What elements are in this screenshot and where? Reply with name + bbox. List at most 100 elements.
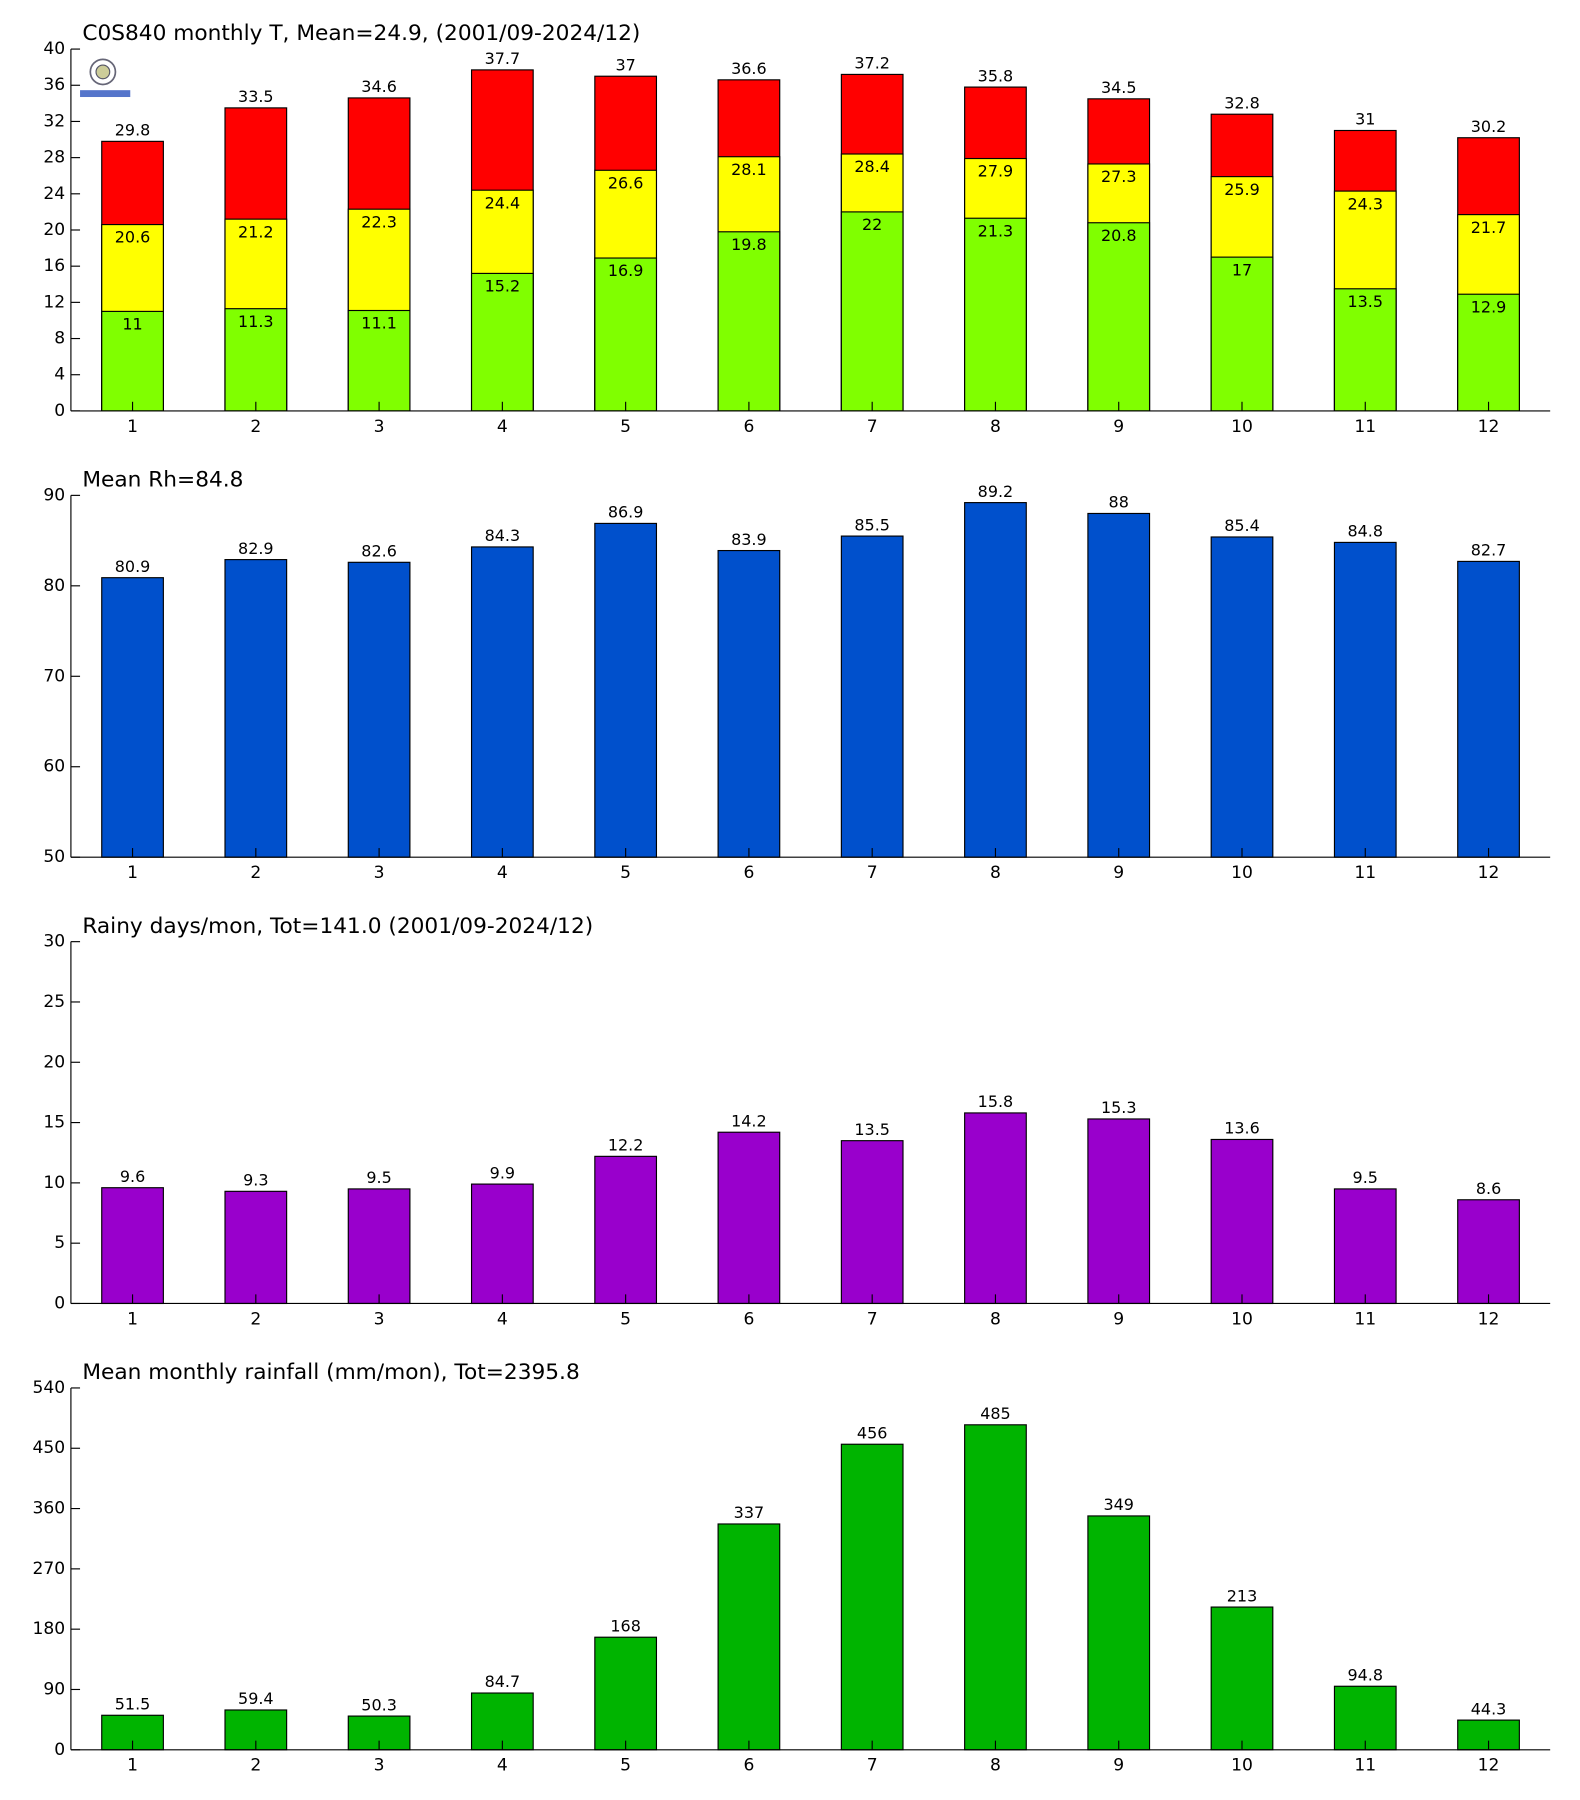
value-label: 13.5 xyxy=(1347,292,1383,311)
x-tick-label: 7 xyxy=(867,417,878,437)
bar xyxy=(470,272,534,412)
value-label: 84.3 xyxy=(485,526,521,545)
value-label: 9.6 xyxy=(120,1167,145,1186)
value-label: 80.9 xyxy=(115,557,151,576)
value-label: 59.4 xyxy=(238,1689,274,1708)
y-tick-label: 270 xyxy=(33,1559,66,1579)
bar xyxy=(101,310,164,412)
x-tick-label: 6 xyxy=(743,417,754,437)
y-tick-label: 0 xyxy=(54,401,65,421)
value-label: 26.6 xyxy=(608,173,644,192)
value-label: 51.5 xyxy=(115,1694,151,1713)
value-label: 17 xyxy=(1232,260,1252,279)
bar xyxy=(840,1443,904,1751)
bar xyxy=(1210,256,1274,412)
value-label: 29.8 xyxy=(115,121,151,140)
x-tick-label: 4 xyxy=(497,863,508,883)
value-label: 213 xyxy=(1227,1586,1257,1605)
x-tick-label: 6 xyxy=(743,863,754,883)
value-label: 168 xyxy=(610,1616,640,1635)
x-tick-label: 6 xyxy=(743,1309,754,1329)
value-label: 27.3 xyxy=(1101,167,1137,186)
value-label: 33.5 xyxy=(238,87,274,106)
y-tick-label: 28 xyxy=(43,148,65,168)
x-tick-label: 5 xyxy=(620,417,631,437)
y-tick-label: 70 xyxy=(43,666,65,686)
y-tick-label: 20 xyxy=(43,220,65,240)
x-tick-label: 3 xyxy=(374,863,385,883)
value-label: 32.8 xyxy=(1224,93,1260,112)
value-label: 19.8 xyxy=(731,235,767,254)
value-label: 14.2 xyxy=(731,1111,767,1130)
x-tick-label: 9 xyxy=(1113,1756,1124,1776)
value-label: 82.7 xyxy=(1471,541,1507,560)
x-tick-label: 1 xyxy=(127,417,138,437)
value-label: 37.7 xyxy=(485,49,521,68)
y-tick-label: 0 xyxy=(54,1293,65,1313)
value-label: 28.4 xyxy=(854,157,890,176)
x-tick-label: 11 xyxy=(1354,863,1376,883)
value-label: 11.1 xyxy=(361,314,397,333)
bar xyxy=(717,549,781,858)
x-tick-label: 9 xyxy=(1113,417,1124,437)
value-label: 337 xyxy=(734,1503,764,1522)
value-label: 15.2 xyxy=(485,277,521,296)
x-tick-label: 4 xyxy=(497,417,508,437)
value-label: 34.5 xyxy=(1101,78,1137,97)
bar xyxy=(1333,1188,1397,1305)
bar xyxy=(840,211,904,412)
value-label: 9.9 xyxy=(490,1163,515,1182)
bar xyxy=(594,257,658,412)
value-label: 85.4 xyxy=(1224,516,1260,535)
bar xyxy=(594,1155,658,1305)
bar xyxy=(594,522,658,858)
x-tick-label: 12 xyxy=(1478,1309,1500,1329)
value-label: 37 xyxy=(615,55,635,74)
bar xyxy=(347,309,411,412)
value-label: 84.7 xyxy=(485,1672,521,1691)
bar xyxy=(964,502,1027,858)
x-tick-label: 11 xyxy=(1354,1756,1376,1776)
value-label: 85.5 xyxy=(854,515,890,534)
y-tick-label: 16 xyxy=(43,256,65,276)
value-label: 16.9 xyxy=(608,261,644,280)
y-tick-label: 50 xyxy=(43,847,65,867)
value-label: 21.3 xyxy=(978,221,1014,240)
y-tick-label: 360 xyxy=(33,1499,66,1519)
x-tick-label: 10 xyxy=(1231,417,1253,437)
bar xyxy=(717,1131,781,1305)
bar xyxy=(1457,293,1520,412)
x-tick-label: 8 xyxy=(990,1756,1001,1776)
value-label: 28.1 xyxy=(731,160,767,179)
value-label: 84.8 xyxy=(1347,522,1383,541)
value-label: 44.3 xyxy=(1471,1699,1507,1718)
value-label: 50.3 xyxy=(361,1695,397,1714)
value-label: 34.6 xyxy=(361,77,397,96)
y-tick-label: 450 xyxy=(33,1438,66,1458)
value-label: 82.9 xyxy=(238,539,274,558)
value-label: 21.2 xyxy=(238,222,274,241)
y-tick-label: 4 xyxy=(54,365,65,385)
y-tick-label: 36 xyxy=(43,75,65,95)
x-tick-label: 10 xyxy=(1231,863,1253,883)
value-label: 35.8 xyxy=(978,66,1014,85)
value-label: 12.2 xyxy=(608,1136,644,1155)
y-tick-label: 0 xyxy=(54,1740,65,1760)
value-label: 82.6 xyxy=(361,542,397,561)
y-tick-label: 90 xyxy=(43,1679,65,1699)
x-tick-label: 3 xyxy=(374,1309,385,1329)
bar xyxy=(1457,1199,1520,1305)
x-tick-label: 8 xyxy=(990,1309,1001,1329)
x-tick-label: 12 xyxy=(1478,863,1500,883)
value-label: 22 xyxy=(862,215,882,234)
x-tick-label: 5 xyxy=(620,1756,631,1776)
x-tick-label: 9 xyxy=(1113,1309,1124,1329)
logo xyxy=(80,58,131,98)
x-tick-label: 8 xyxy=(990,863,1001,883)
x-tick-label: 2 xyxy=(250,863,261,883)
value-label: 9.5 xyxy=(1353,1168,1378,1187)
bar xyxy=(347,561,411,858)
value-label: 25.9 xyxy=(1224,180,1260,199)
x-tick-label: 7 xyxy=(867,863,878,883)
value-label: 86.9 xyxy=(608,503,644,522)
